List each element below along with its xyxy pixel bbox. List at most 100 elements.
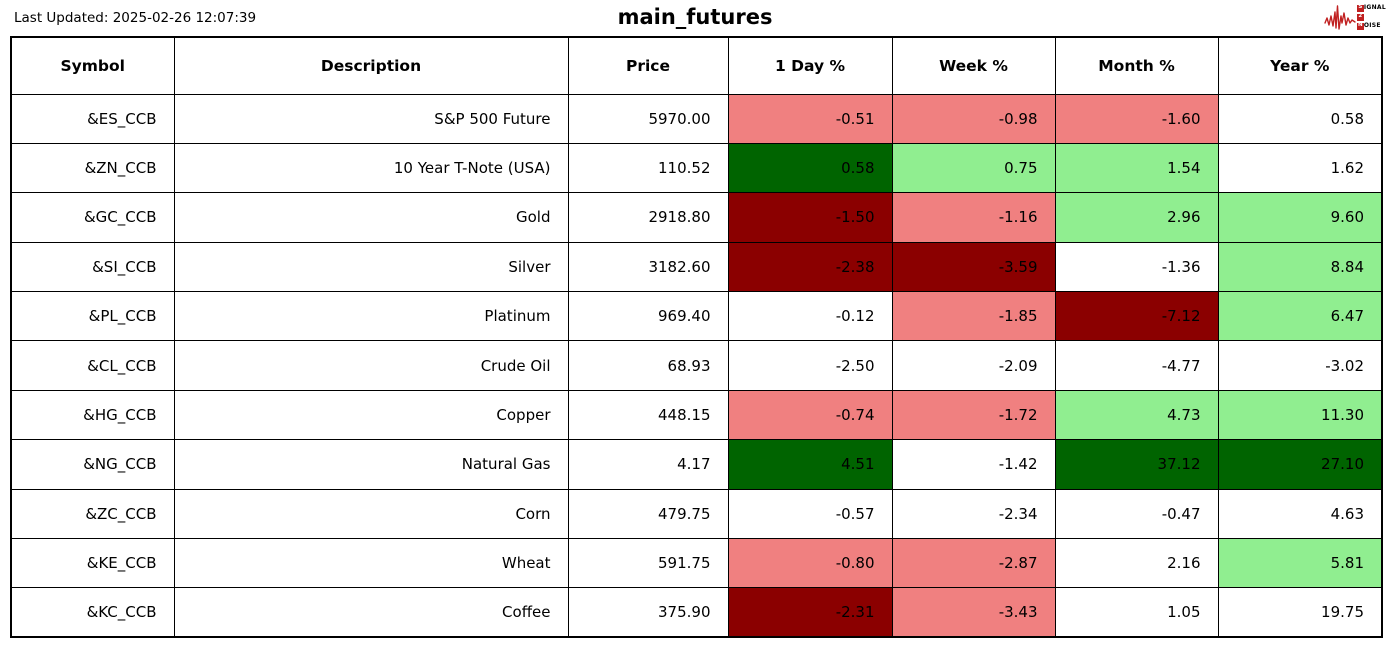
week-pct-cell: 0.75 (891, 142, 1056, 194)
table-header: Symbol Description Price 1 Day % Week % … (10, 36, 1383, 95)
col-header-year: Year % (1217, 36, 1383, 95)
table-row-hg: &HG_CCB Copper 448.15 -0.74 -1.72 4.73 1… (10, 389, 1383, 441)
month-pct-cell: 1.54 (1054, 142, 1219, 194)
symbol-cell: &ZC_CCB (10, 488, 175, 540)
day-pct-cell: -2.50 (727, 340, 893, 391)
table-row-gc: &GC_CCB Gold 2918.80 -1.50 -1.16 2.96 9.… (10, 192, 1383, 243)
month-pct-cell: 4.73 (1054, 389, 1219, 441)
month-pct-cell: 1.05 (1054, 587, 1219, 638)
symbol-cell: &HG_CCB (10, 389, 175, 441)
year-pct-cell: 19.75 (1217, 587, 1383, 638)
month-pct-cell: 2.16 (1054, 538, 1219, 589)
day-pct-cell: -0.57 (727, 488, 893, 540)
price-cell: 5970.00 (567, 93, 729, 144)
table-row-zn: &ZN_CCB 10 Year T-Note (USA) 110.52 0.58… (10, 142, 1383, 194)
logo-word-oise: OISE (1363, 22, 1381, 29)
symbol-cell: &NG_CCB (10, 439, 175, 490)
price-cell: 375.90 (567, 587, 729, 638)
description-cell: Silver (173, 241, 569, 293)
symbol-cell: &SI_CCB (10, 241, 175, 293)
day-pct-cell: -0.80 (727, 538, 893, 589)
week-pct-cell: -3.59 (891, 241, 1056, 293)
description-cell: Gold (173, 192, 569, 243)
description-cell: Copper (173, 389, 569, 441)
header-row: Symbol Description Price 1 Day % Week % … (10, 36, 1383, 95)
year-pct-cell: 11.30 (1217, 389, 1383, 441)
year-pct-cell: 0.58 (1217, 93, 1383, 144)
week-pct-cell: -0.98 (891, 93, 1056, 144)
waveform-icon (1324, 5, 1356, 30)
col-header-1day: 1 Day % (727, 36, 893, 95)
table-row-si: &SI_CCB Silver 3182.60 -2.38 -3.59 -1.36… (10, 241, 1383, 293)
table-row-ng: &NG_CCB Natural Gas 4.17 4.51 -1.42 37.1… (10, 439, 1383, 490)
week-pct-cell: -1.16 (891, 192, 1056, 243)
day-pct-cell: -0.12 (727, 291, 893, 342)
logo-letter-n: N (1356, 22, 1364, 30)
description-cell: Natural Gas (173, 439, 569, 490)
table-row-ke: &KE_CCB Wheat 591.75 -0.80 -2.87 2.16 5.… (10, 538, 1383, 589)
month-pct-cell: 2.96 (1054, 192, 1219, 243)
price-cell: 591.75 (567, 538, 729, 589)
price-cell: 2918.80 (567, 192, 729, 243)
price-cell: 110.52 (567, 142, 729, 194)
year-pct-cell: 9.60 (1217, 192, 1383, 243)
description-cell: 10 Year T-Note (USA) (173, 142, 569, 194)
year-pct-cell: 4.63 (1217, 488, 1383, 540)
col-header-week: Week % (891, 36, 1056, 95)
symbol-cell: &GC_CCB (10, 192, 175, 243)
day-pct-cell: 4.51 (727, 439, 893, 490)
page-title: main_futures (617, 5, 773, 29)
symbol-cell: &ES_CCB (10, 93, 175, 144)
month-pct-cell: -0.47 (1054, 488, 1219, 540)
symbol-cell: &CL_CCB (10, 340, 175, 391)
day-pct-cell: -2.38 (727, 241, 893, 293)
week-pct-cell: -1.72 (891, 389, 1056, 441)
col-header-price: Price (567, 36, 729, 95)
table-row-zc: &ZC_CCB Corn 479.75 -0.57 -2.34 -0.47 4.… (10, 488, 1383, 540)
month-pct-cell: -7.12 (1054, 291, 1219, 342)
day-pct-cell: 0.58 (727, 142, 893, 194)
week-pct-cell: -2.34 (891, 488, 1056, 540)
description-cell: Platinum (173, 291, 569, 342)
year-pct-cell: -3.02 (1217, 340, 1383, 391)
signal2noise-logo: S IGNAL 2 N OISE (1324, 3, 1386, 31)
year-pct-cell: 1.62 (1217, 142, 1383, 194)
symbol-cell: &ZN_CCB (10, 142, 175, 194)
year-pct-cell: 8.84 (1217, 241, 1383, 293)
day-pct-cell: -0.51 (727, 93, 893, 144)
description-cell: S&P 500 Future (173, 93, 569, 144)
week-pct-cell: -3.43 (891, 587, 1056, 638)
symbol-cell: &KE_CCB (10, 538, 175, 589)
month-pct-cell: -1.36 (1054, 241, 1219, 293)
description-cell: Corn (173, 488, 569, 540)
table-row-es: &ES_CCB S&P 500 Future 5970.00 -0.51 -0.… (10, 93, 1383, 144)
week-pct-cell: -2.09 (891, 340, 1056, 391)
year-pct-cell: 6.47 (1217, 291, 1383, 342)
month-pct-cell: 37.12 (1054, 439, 1219, 490)
col-header-description: Description (173, 36, 569, 95)
table-row-cl: &CL_CCB Crude Oil 68.93 -2.50 -2.09 -4.7… (10, 340, 1383, 391)
symbol-cell: &PL_CCB (10, 291, 175, 342)
description-cell: Crude Oil (173, 340, 569, 391)
symbol-cell: &KC_CCB (10, 587, 175, 638)
month-pct-cell: -4.77 (1054, 340, 1219, 391)
year-pct-cell: 27.10 (1217, 439, 1383, 490)
futures-table: Symbol Description Price 1 Day % Week % … (10, 36, 1383, 639)
price-cell: 68.93 (567, 340, 729, 391)
top-bar: Last Updated: 2025-02-26 12:07:39 main_f… (0, 0, 1390, 36)
price-cell: 448.15 (567, 389, 729, 441)
table-body: &ES_CCB S&P 500 Future 5970.00 -0.51 -0.… (10, 93, 1383, 638)
logo-word-ignal: IGNAL (1363, 4, 1386, 11)
price-cell: 479.75 (567, 488, 729, 540)
day-pct-cell: -2.31 (727, 587, 893, 638)
logo-letter-2: 2 (1356, 13, 1364, 21)
logo-text: S IGNAL 2 N OISE (1356, 4, 1386, 30)
week-pct-cell: -1.85 (891, 291, 1056, 342)
day-pct-cell: -0.74 (727, 389, 893, 441)
week-pct-cell: -1.42 (891, 439, 1056, 490)
description-cell: Wheat (173, 538, 569, 589)
price-cell: 4.17 (567, 439, 729, 490)
col-header-month: Month % (1054, 36, 1219, 95)
week-pct-cell: -2.87 (891, 538, 1056, 589)
price-cell: 3182.60 (567, 241, 729, 293)
